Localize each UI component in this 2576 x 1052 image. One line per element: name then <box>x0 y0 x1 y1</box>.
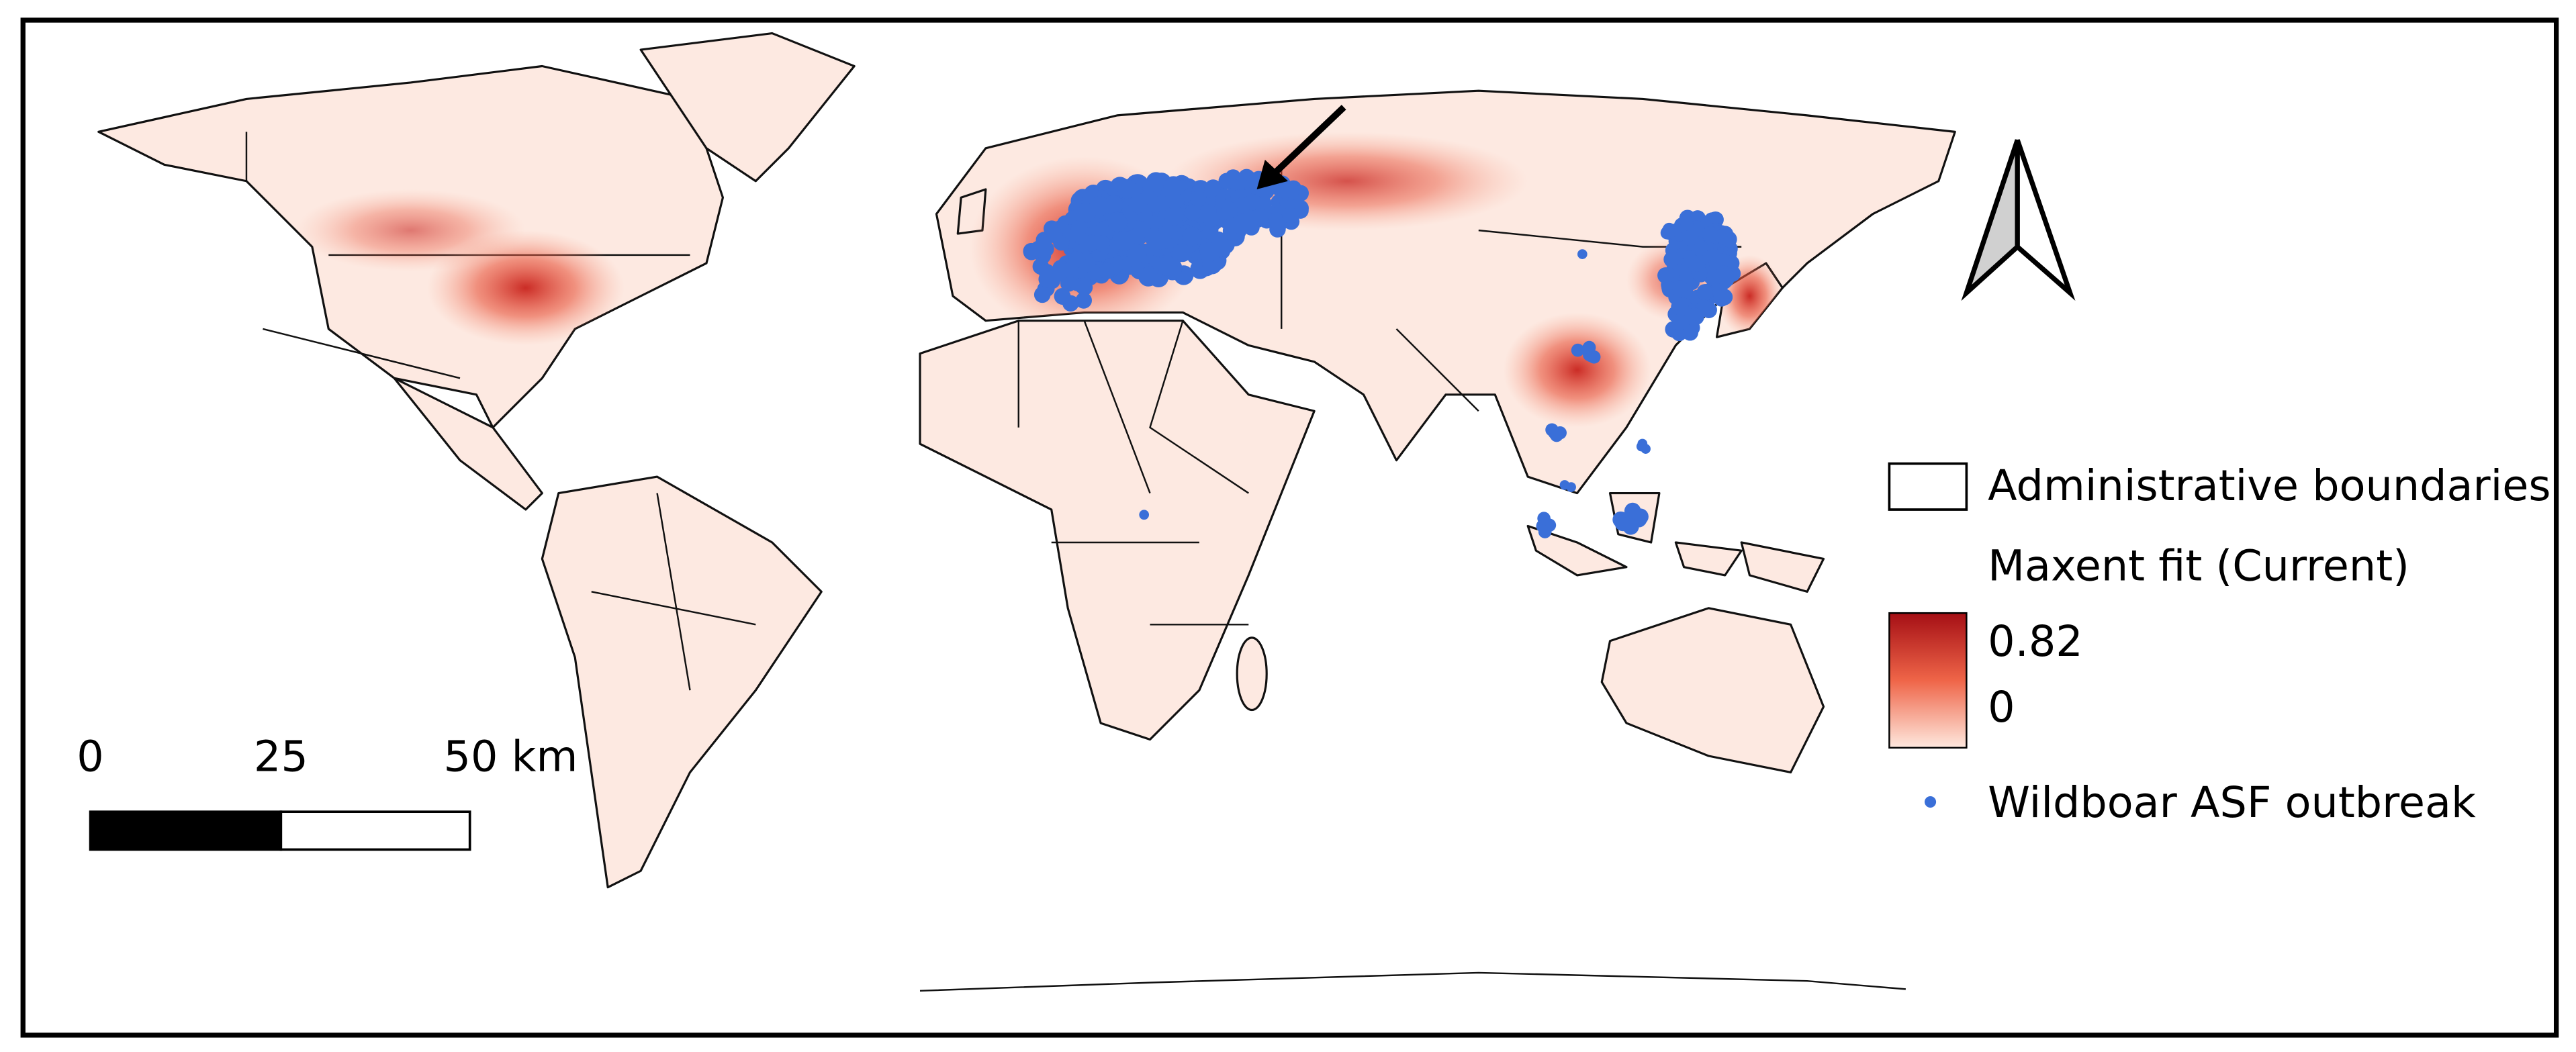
outbreak-point <box>1682 230 1699 246</box>
outbreak-point <box>1577 249 1588 259</box>
outbreak-point <box>1126 244 1147 265</box>
outbreak-point <box>1044 272 1061 289</box>
outbreak-point <box>1282 207 1299 224</box>
legend-label: 0.82 <box>1988 616 2083 666</box>
outbreak-point <box>1146 172 1166 192</box>
outbreak-point <box>1537 512 1551 525</box>
outbreak-point <box>1099 262 1115 279</box>
outbreak-point <box>1128 193 1148 213</box>
outbreak-point <box>1538 525 1552 538</box>
outbreak-point <box>1114 230 1134 251</box>
outbreak-point <box>1204 180 1221 197</box>
scale-label: 50 km <box>444 731 578 781</box>
outbreak-point <box>1046 226 1063 244</box>
outbreak-point <box>1622 518 1639 535</box>
outbreak-point <box>1244 193 1261 211</box>
outbreak-point <box>1252 208 1269 226</box>
legend-swatch <box>1888 462 1968 511</box>
outbreak-point <box>1713 290 1730 307</box>
outbreak-point <box>1696 284 1713 301</box>
outbreak-point <box>1117 179 1138 199</box>
outbreak-point <box>1075 292 1092 309</box>
outbreak-point <box>1062 262 1078 279</box>
north-arrow <box>1961 139 2076 301</box>
outbreak-point <box>1075 203 1096 223</box>
legend: Administrative boundaries Maxent fit (Cu… <box>1888 461 2551 827</box>
outbreak-point <box>1152 230 1172 250</box>
pointer-arrow-head <box>1256 159 1288 189</box>
outbreak-point <box>1107 211 1128 232</box>
outbreak-point <box>1716 228 1733 245</box>
outbreak-point <box>1182 226 1202 247</box>
outbreak-point <box>1232 216 1248 232</box>
legend-ramp <box>1888 612 1968 749</box>
outbreak-point <box>1671 314 1688 330</box>
outbreak-point <box>1158 256 1178 276</box>
outbreak-point <box>1702 226 1719 243</box>
legend-title: Maxent fit (Current) <box>1988 541 2409 591</box>
outbreak-point <box>1637 438 1648 449</box>
outbreak-point <box>1163 177 1183 197</box>
outbreak-point <box>1054 287 1071 305</box>
legend-label: Wildboar ASF outbreak <box>1988 777 2476 827</box>
outbreak-point <box>1218 173 1235 189</box>
outbreak-point <box>1571 343 1585 357</box>
outbreak-point <box>1664 251 1681 269</box>
outbreak-point <box>1139 510 1150 520</box>
legend-label: Administrative boundaries <box>1988 461 2550 510</box>
legend-label: 0 <box>1988 682 2015 732</box>
outbreak-point <box>1076 279 1093 296</box>
outbreak-point <box>1172 242 1193 262</box>
outbreak-point <box>1221 201 1238 218</box>
outbreak-point <box>1164 205 1184 226</box>
scale-label: 25 <box>254 731 308 781</box>
outbreak-point <box>1277 182 1293 199</box>
outbreak-point <box>1199 204 1217 222</box>
outbreak-point <box>1657 267 1674 284</box>
pointer-arrow <box>1271 105 1346 177</box>
outbreak-point <box>1267 212 1285 229</box>
outbreak-point <box>1716 265 1733 282</box>
outbreak-point <box>1138 267 1158 287</box>
scale-label: 0 <box>77 731 103 781</box>
outbreak-point <box>1083 234 1099 252</box>
outbreak-point <box>1706 248 1722 265</box>
outbreak-point <box>1559 480 1570 490</box>
outbreak-point <box>1661 225 1675 239</box>
outbreak-point <box>1190 190 1207 207</box>
outbreak-point <box>1582 340 1596 354</box>
outbreak-point <box>1210 237 1231 257</box>
outbreak-point <box>1688 255 1704 272</box>
outbreak-point <box>1185 204 1201 221</box>
legend-swatch <box>1924 796 1937 808</box>
outbreak-points <box>1023 169 1741 538</box>
outbreak-point <box>1071 220 1088 236</box>
scale-bar: 0 25 50 km <box>77 731 578 851</box>
outbreak-point <box>1550 428 1563 442</box>
world-map <box>97 32 1956 992</box>
